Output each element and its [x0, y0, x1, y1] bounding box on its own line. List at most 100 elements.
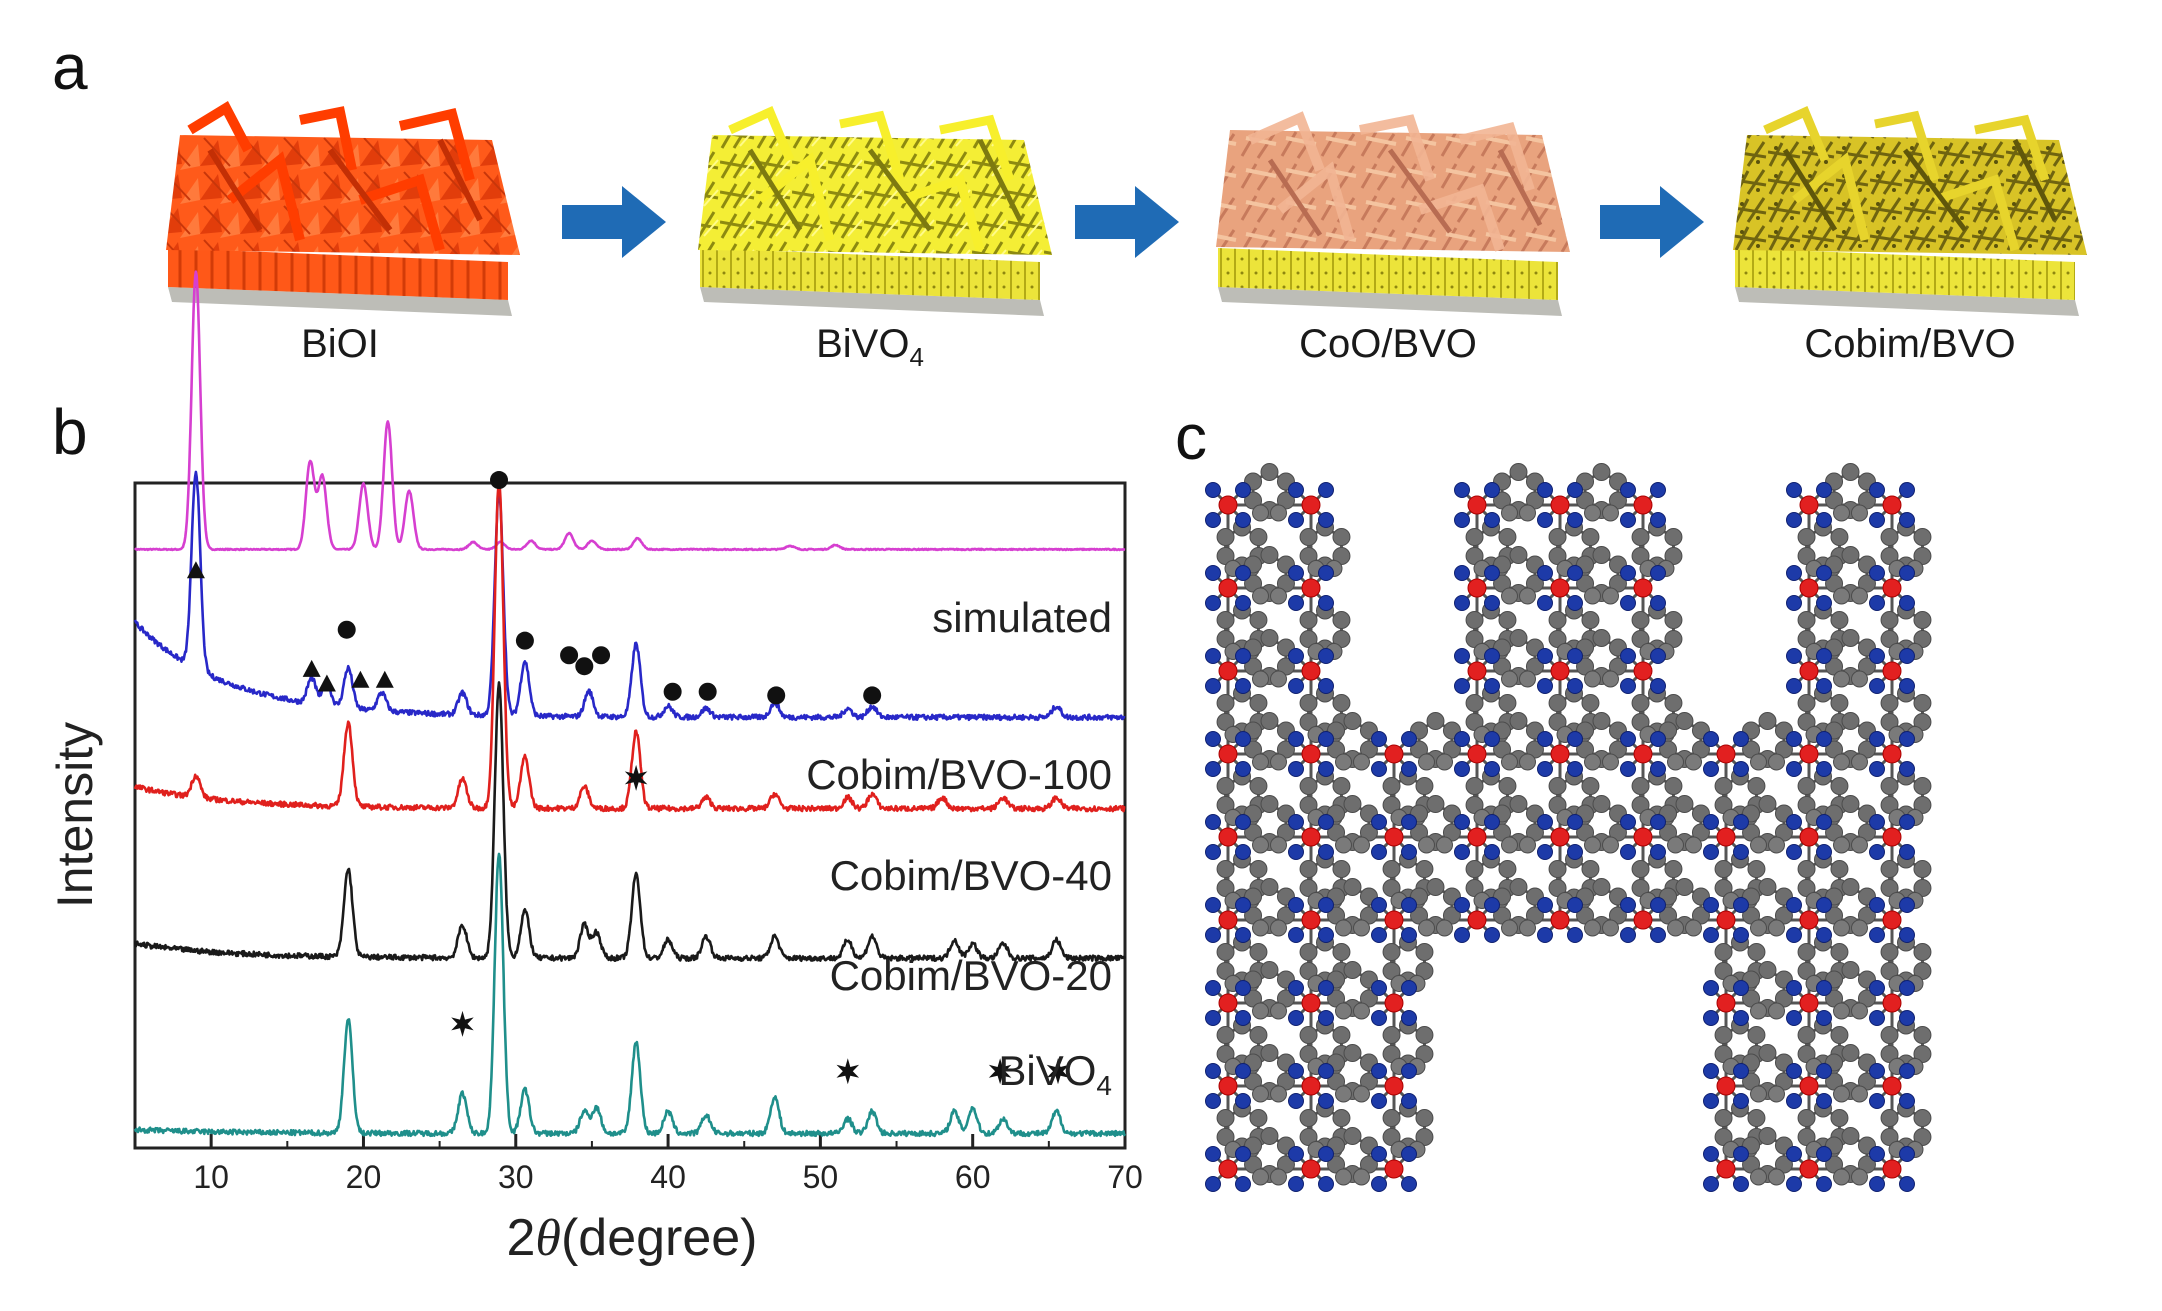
nitrogen-atom: [1454, 595, 1470, 611]
circle-marker: [592, 646, 611, 665]
nitrogen-atom: [1703, 1093, 1719, 1109]
carbon-atom: [1913, 1109, 1932, 1127]
arrow-icon: [1075, 186, 1179, 258]
bond-layer: [1211, 470, 1924, 1186]
nitrogen-atom: [1371, 897, 1387, 913]
nitrogen-atom: [1899, 482, 1915, 498]
carbon-atom: [1216, 694, 1235, 712]
nitrogen-atom: [1454, 814, 1470, 830]
nitrogen-atom: [1401, 1093, 1417, 1109]
atom-layer: [1205, 463, 1932, 1192]
series-label-subscript: 4: [1096, 1070, 1112, 1101]
triangle-marker: [302, 659, 321, 677]
carbon-atom: [1332, 777, 1351, 795]
nitrogen-atom: [1899, 927, 1915, 943]
carbon-atom: [1353, 919, 1370, 937]
nitrogen-atom: [1235, 897, 1251, 913]
bivo4-structure: [698, 105, 1052, 316]
carbon-atom: [1913, 611, 1932, 629]
panel-label-a: a: [52, 31, 88, 103]
carbon-atom: [1747, 860, 1766, 878]
carbon-atom: [1260, 795, 1279, 813]
carbon-atom: [1249, 860, 1268, 878]
circle-marker: [698, 682, 717, 701]
cobalt-atom: [1550, 744, 1570, 764]
x-tick-label: 60: [955, 1159, 991, 1195]
triangle-marker: [317, 674, 336, 692]
carbon-atom: [1270, 1168, 1287, 1186]
nitrogen-atom: [1869, 1010, 1885, 1026]
nitrogen-atom: [1371, 1010, 1387, 1026]
nitrogen-atom: [1567, 927, 1583, 943]
nitrogen-atom: [1205, 1063, 1221, 1079]
nitrogen-atom: [1288, 1176, 1304, 1192]
nitrogen-atom: [1454, 897, 1470, 913]
carbon-atom: [1260, 546, 1279, 564]
x-axis-ticks: 10 20 30 40 50 60 70: [193, 1134, 1143, 1195]
carbon-atom: [1851, 1002, 1868, 1020]
nitrogen-atom: [1899, 980, 1915, 996]
carbon-atom: [1509, 795, 1528, 813]
carbon-atom: [1631, 694, 1650, 712]
nitrogen-atom: [1869, 565, 1885, 581]
carbon-atom: [1270, 587, 1287, 605]
circle-marker: [337, 620, 356, 639]
circle-marker: [767, 686, 786, 705]
nitrogen-atom: [1235, 648, 1251, 664]
carbon-atom: [1382, 1109, 1401, 1127]
x-axis-label-theta: θ: [535, 1210, 561, 1267]
carbon-atom: [1880, 860, 1899, 878]
star-marker: [1046, 1058, 1070, 1085]
carbon-atom: [1797, 1026, 1816, 1044]
carbon-atom: [1216, 860, 1235, 878]
nitrogen-atom: [1816, 980, 1832, 996]
nitrogen-atom: [1205, 1146, 1221, 1162]
triangle-marker: [186, 561, 205, 579]
cobalt-atom: [1799, 910, 1819, 930]
carbon-atom: [1270, 1085, 1287, 1103]
nitrogen-atom: [1816, 1146, 1832, 1162]
nitrogen-atom: [1816, 678, 1832, 694]
carbon-atom: [1415, 1109, 1434, 1127]
carbon-atom: [1382, 1026, 1401, 1044]
carbon-atom: [1249, 694, 1268, 712]
carbon-atom: [1418, 753, 1435, 771]
nitrogen-atom: [1454, 731, 1470, 747]
cobalt-atom: [1716, 1159, 1736, 1179]
carbon-atom: [1498, 777, 1517, 795]
carbon-atom: [1270, 670, 1287, 688]
x-axis-label-suffix: (degree): [561, 1209, 758, 1267]
carbon-atom: [1833, 587, 1850, 605]
nitrogen-atom: [1371, 1146, 1387, 1162]
triangle-marker: [351, 670, 370, 688]
carbon-atom: [1750, 836, 1767, 854]
nitrogen-atom: [1650, 595, 1666, 611]
nitrogen-atom: [1899, 678, 1915, 694]
nitrogen-atom: [1620, 844, 1636, 860]
carbon-atom: [1592, 795, 1611, 813]
carbon-atom: [1685, 753, 1702, 771]
carbon-atom: [1498, 694, 1517, 712]
carbon-atom: [1252, 753, 1269, 771]
cobalt-atom: [1218, 578, 1238, 598]
cobalt-atom: [1301, 578, 1321, 598]
circle-marker: [863, 686, 882, 705]
nitrogen-atom: [1650, 565, 1666, 581]
series-label: BiVO4: [998, 1047, 1112, 1101]
nitrogen-atom: [1205, 814, 1221, 830]
nitrogen-atom: [1869, 927, 1885, 943]
nitrogen-atom: [1786, 512, 1802, 528]
nitrogen-atom: [1899, 761, 1915, 777]
nitrogen-atom: [1899, 1146, 1915, 1162]
bivo4-label: BiVO4: [720, 322, 1020, 373]
carbon-atom: [1260, 463, 1279, 481]
carbon-atom: [1436, 919, 1453, 937]
cobalt-atom: [1384, 744, 1404, 764]
nitrogen-atom: [1235, 595, 1251, 611]
carbon-atom: [1797, 1109, 1816, 1127]
carbon-atom: [1332, 1026, 1351, 1044]
star-marker: [624, 764, 648, 791]
cobalt-atom: [1633, 910, 1653, 930]
nitrogen-atom: [1401, 927, 1417, 943]
cobalt-atom: [1799, 495, 1819, 515]
